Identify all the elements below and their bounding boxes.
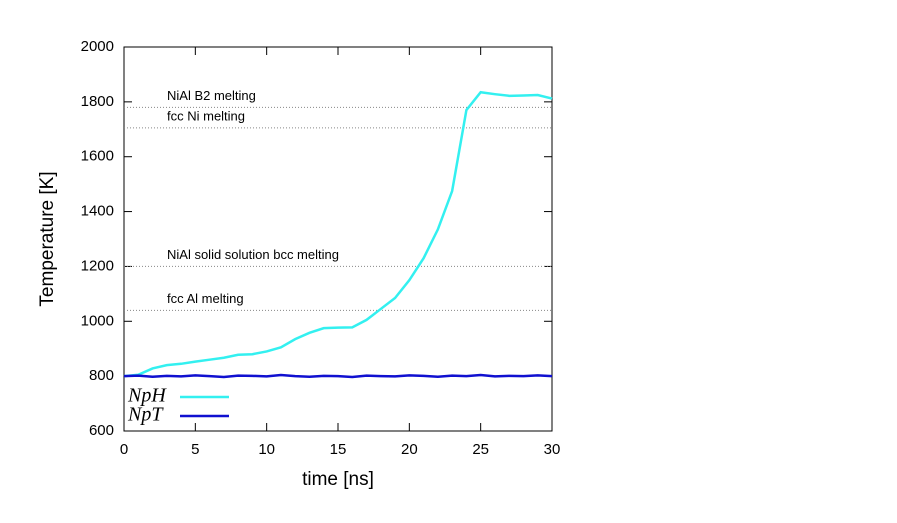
y-tick-label: 1800 xyxy=(81,93,114,110)
annotation: fcc Al melting xyxy=(167,291,244,306)
x-tick-label: 25 xyxy=(472,441,489,458)
data-line xyxy=(123,373,553,379)
y-tick-label: 800 xyxy=(89,367,114,384)
x-tick-label: 10 xyxy=(258,441,275,458)
data-line xyxy=(123,90,553,378)
y-tick-label: 1600 xyxy=(81,148,114,165)
plot-frame xyxy=(123,46,553,432)
y-tick-label: 1000 xyxy=(81,312,114,329)
y-tick-label: 2000 xyxy=(81,38,114,55)
annotation: fcc Ni melting xyxy=(167,108,245,123)
y-tick-label: 1400 xyxy=(81,203,114,220)
annotation: NiAl B2 melting xyxy=(167,88,256,103)
legend-label: NpH xyxy=(127,385,167,407)
y-axis-label: Temperature [K] xyxy=(37,171,58,306)
x-axis-label: time [ns] xyxy=(302,469,374,490)
x-tick-label: 30 xyxy=(544,441,561,458)
x-tick-label: 20 xyxy=(401,441,418,458)
x-tick-label: 5 xyxy=(191,441,199,458)
y-tick-label: 600 xyxy=(89,422,114,439)
legend-label: NpT xyxy=(127,404,164,426)
x-tick-label: 15 xyxy=(330,441,347,458)
x-tick-label: 0 xyxy=(120,441,128,458)
annotation: NiAl solid solution bcc melting xyxy=(167,247,339,262)
y-tick-label: 1200 xyxy=(81,257,114,274)
